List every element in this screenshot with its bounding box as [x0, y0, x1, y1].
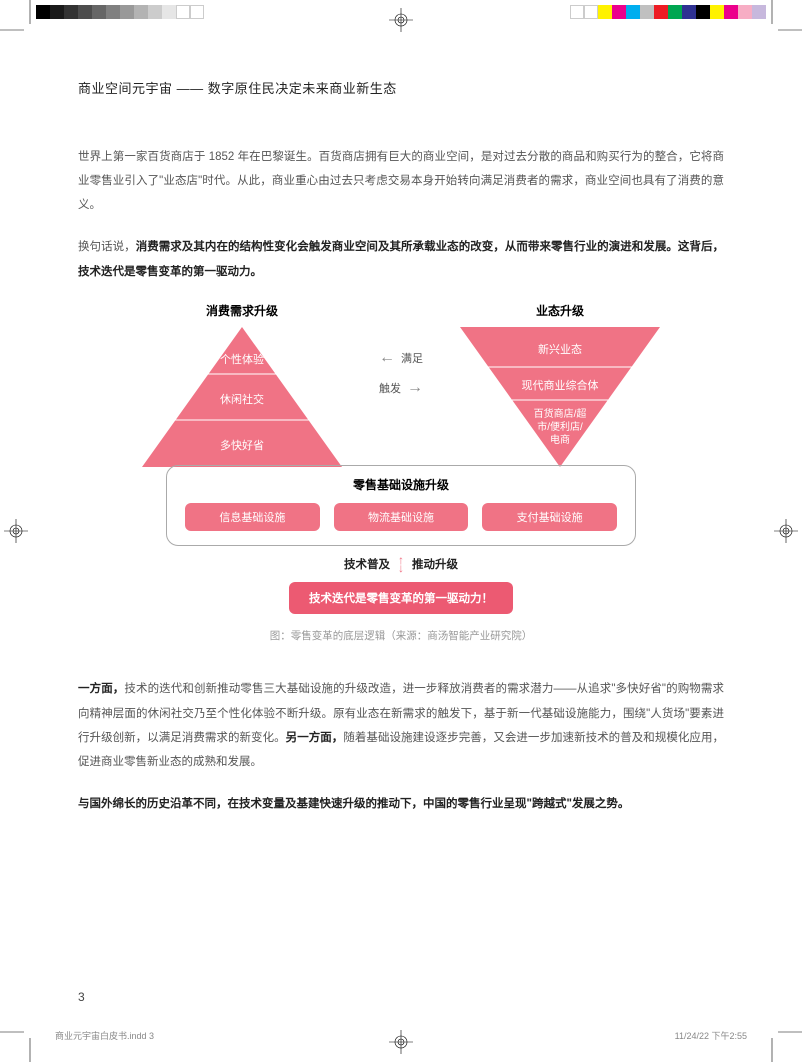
retail-diagram: 消费需求升级 个性体验 休闲社交 多快好省 ← 满足 触发	[78, 302, 724, 615]
arrow-trigger: 触发 →	[379, 380, 423, 396]
para2-lead: 换句话说，	[78, 241, 136, 253]
svg-text:个性体验: 个性体验	[220, 352, 264, 366]
tech-left-label: 技术普及	[344, 556, 390, 572]
footer-file: 商业元宇宙白皮书.indd 3	[55, 1029, 154, 1042]
svg-text:电商: 电商	[550, 433, 570, 446]
right-triangle: 新兴业态 现代商业综合体 百货商店/超 市/便利店/ 电商	[460, 327, 660, 467]
arrow-satisfy: ← 满足	[379, 350, 423, 366]
paragraph-4: 与国外绵长的历史沿革不同，在技术变量及基建快速升级的推动下，中国的零售行业呈现"…	[78, 792, 724, 816]
infrastructure-box: 零售基础设施升级 信息基础设施 物流基础设施 支付基础设施	[166, 465, 636, 546]
diagram-arrows: ← 满足 触发 →	[366, 302, 436, 396]
arrow-label-trigger: 触发	[379, 380, 401, 396]
left-triangle-title: 消费需求升级	[206, 302, 278, 319]
arrow-left-icon: ←	[379, 350, 395, 366]
infra-pill-payment: 支付基础设施	[482, 503, 617, 531]
paragraph-3: 一方面，技术的迭代和创新推动零售三大基础设施的升级改造，进一步释放消费者的需求潜…	[78, 677, 724, 774]
infra-pill-logistics: 物流基础设施	[334, 503, 469, 531]
footer-timestamp: 11/24/22 下午2:55	[675, 1029, 747, 1042]
cycle-arrows-icon: ↑↓	[398, 556, 404, 573]
para4-bold: 与国外绵长的历史沿革不同，在技术变量及基建快速升级的推动下，中国的零售行业呈现"…	[78, 798, 629, 810]
driver-statement: 技术迭代是零售变革的第一驱动力！	[289, 582, 513, 614]
tech-cycle-row: 技术普及 ↑↓ 推动升级	[344, 556, 458, 573]
para3-lead: 一方面，	[78, 683, 124, 695]
infra-pill-row: 信息基础设施 物流基础设施 支付基础设施	[185, 503, 617, 531]
svg-text:现代商业综合体: 现代商业综合体	[522, 378, 599, 392]
diagram-caption: 图：零售变革的底层逻辑（来源：商汤智能产业研究院）	[78, 628, 724, 643]
diagram-top-row: 消费需求升级 个性体验 休闲社交 多快好省 ← 满足 触发	[78, 302, 724, 467]
page-number: 3	[78, 990, 85, 1004]
svg-text:休闲社交: 休闲社交	[220, 392, 264, 406]
infra-pill-info: 信息基础设施	[185, 503, 320, 531]
right-triangle-title: 业态升级	[536, 302, 584, 319]
print-footer: 商业元宇宙白皮书.indd 3 11/24/22 下午2:55	[55, 1029, 747, 1042]
left-triangle: 个性体验 休闲社交 多快好省	[142, 327, 342, 467]
page-title: 商业空间元宇宙 —— 数字原住民决定未来商业新生态	[78, 78, 724, 97]
para2-bold: 消费需求及其内在的结构性变化会触发商业空间及其所承载业态的改变，从而带来零售行业…	[78, 241, 724, 277]
infra-title: 零售基础设施升级	[185, 476, 617, 493]
left-triangle-column: 消费需求升级 个性体验 休闲社交 多快好省	[142, 302, 342, 467]
right-triangle-column: 业态升级 新兴业态 现代商业综合体 百货商店/超 市/便利店/ 电商	[460, 302, 660, 467]
paragraph-1: 世界上第一家百货商店于 1852 年在巴黎诞生。百货商店拥有巨大的商业空间，是对…	[78, 145, 724, 217]
arrow-label-satisfy: 满足	[401, 350, 423, 366]
page-content: 商业空间元宇宙 —— 数字原住民决定未来商业新生态 世界上第一家百货商店于 18…	[0, 0, 802, 1062]
svg-text:多快好省: 多快好省	[220, 438, 264, 452]
paragraph-2: 换句话说，消费需求及其内在的结构性变化会触发商业空间及其所承载业态的改变，从而带…	[78, 235, 724, 283]
svg-text:市/便利店/: 市/便利店/	[537, 420, 583, 433]
para3-mid: 另一方面，	[286, 732, 344, 744]
arrow-right-icon: →	[407, 380, 423, 396]
tech-right-label: 推动升级	[412, 556, 458, 572]
svg-text:新兴业态: 新兴业态	[538, 342, 582, 356]
svg-text:百货商店/超: 百货商店/超	[534, 407, 587, 420]
